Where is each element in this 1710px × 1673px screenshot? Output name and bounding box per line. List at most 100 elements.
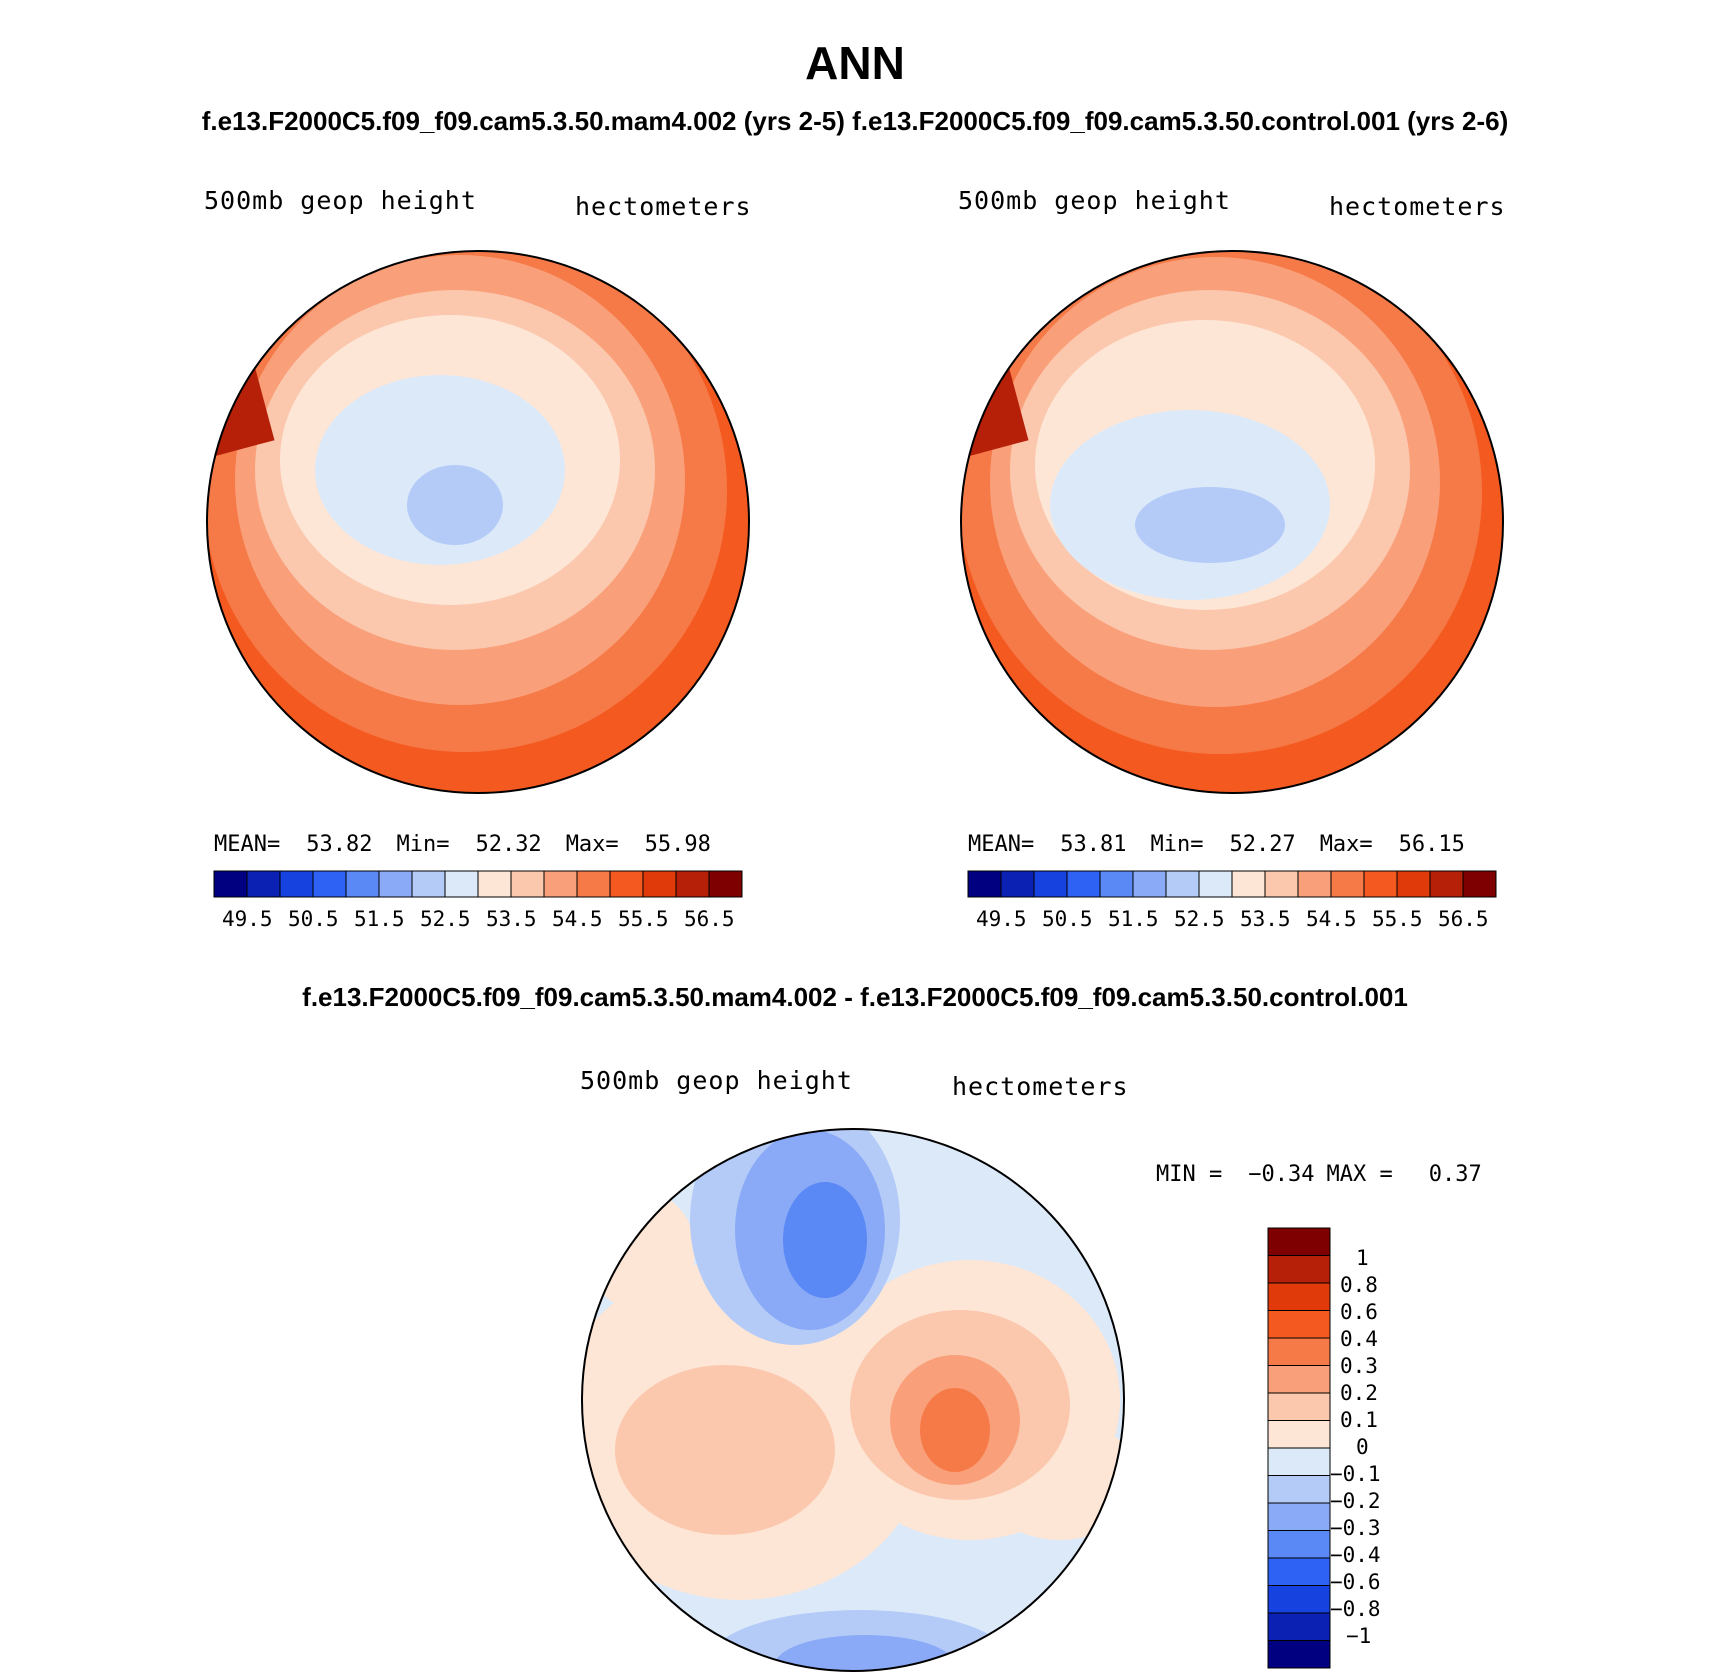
colorbar-swatch [1396, 870, 1431, 898]
panel1-units-label: hectometers [575, 192, 752, 221]
colorbar-swatch [708, 870, 743, 898]
colorbar-swatch [411, 870, 446, 898]
colorbar-swatch [1099, 870, 1134, 898]
colorbar-tick: 0.3 [1340, 1354, 1378, 1378]
colorbar-swatch [279, 870, 314, 898]
colorbar-swatch [1267, 1447, 1331, 1476]
panel2-map [960, 250, 1504, 794]
colorbar-swatch [1267, 1365, 1331, 1394]
colorbar-tick: 1 [1356, 1246, 1369, 1270]
panel1-field-label: 500mb geop height [204, 186, 477, 215]
panel3-min-value: −0.34 [1248, 1162, 1315, 1187]
colorbar-swatch [576, 870, 611, 898]
colorbar-tick: 53.5 [486, 907, 537, 931]
colorbar-tick: 52.5 [1174, 907, 1225, 931]
colorbar-swatch [1165, 870, 1200, 898]
panel3-max-label: MAX = [1326, 1162, 1393, 1187]
colorbar-swatch [1429, 870, 1464, 898]
colorbar-tick: 54.5 [552, 907, 603, 931]
panel3-contour-fill [582, 1129, 1124, 1671]
colorbar-swatch [444, 870, 479, 898]
colorbar-tick: 0.8 [1340, 1273, 1378, 1297]
colorbar-swatch [312, 870, 347, 898]
colorbar-tick: −0.8 [1330, 1597, 1381, 1621]
colorbar-swatch [378, 870, 413, 898]
panel1-contour-fill [207, 251, 749, 793]
colorbar-swatch [1267, 1585, 1331, 1614]
colorbar-swatch [1267, 1475, 1331, 1504]
panel3-min-label: MIN = [1156, 1162, 1223, 1187]
colorbar-swatch [1132, 870, 1167, 898]
colorbar-swatch [1267, 1420, 1331, 1449]
colorbar-swatch [543, 870, 578, 898]
panel3-stats: MIN = −0.34 MAX = 0.37 [1156, 1162, 1482, 1187]
colorbar-swatch [1231, 870, 1266, 898]
colorbar-swatch [1330, 870, 1365, 898]
colorbar-swatch [609, 870, 644, 898]
colorbar-tick: 53.5 [1240, 907, 1291, 931]
colorbar-swatch [675, 870, 710, 898]
colorbar-swatch [1267, 1612, 1331, 1641]
colorbar-tick: 49.5 [222, 907, 273, 931]
top-subtitle-right: f.e13.F2000C5.f09_f09.cam5.3.50.control.… [852, 106, 1509, 136]
colorbar-swatch [642, 870, 677, 898]
panel1-colorbar [213, 870, 743, 898]
colorbar-tick: 0 [1356, 1435, 1369, 1459]
colorbar-swatch [1267, 1640, 1331, 1669]
colorbar-tick: 51.5 [1108, 907, 1159, 931]
colorbar-tick: 55.5 [618, 907, 669, 931]
panel1-stats: MEAN= 53.82 Min= 52.32 Max= 55.98 [214, 832, 711, 857]
colorbar-tick: 50.5 [1042, 907, 1093, 931]
panel3-units-label: hectometers [952, 1072, 1129, 1101]
colorbar-swatch [1033, 870, 1068, 898]
panel3-max-value: 0.37 [1428, 1162, 1482, 1187]
top-subtitle-left: f.e13.F2000C5.f09_f09.cam5.3.50.mam4.002… [201, 106, 845, 136]
top-subtitle: f.e13.F2000C5.f09_f09.cam5.3.50.mam4.002… [0, 106, 1710, 137]
colorbar-swatch [345, 870, 380, 898]
panel2-stats: MEAN= 53.81 Min= 52.27 Max= 56.15 [968, 832, 1465, 857]
colorbar-tick: 50.5 [288, 907, 339, 931]
colorbar-tick: 51.5 [354, 907, 405, 931]
colorbar-tick: 0.6 [1340, 1300, 1378, 1324]
colorbar-swatch [1267, 1557, 1331, 1586]
panel3-map [581, 1128, 1125, 1672]
colorbar-swatch [967, 870, 1002, 898]
colorbar-swatch [477, 870, 512, 898]
panel2-max-value: 56.15 [1398, 832, 1465, 857]
figure-title: ANN [805, 37, 905, 89]
colorbar-swatch [1267, 1310, 1331, 1339]
colorbar-swatch [1267, 1255, 1331, 1284]
panel2-contour-fill [961, 251, 1503, 793]
colorbar-swatch [1000, 870, 1035, 898]
colorbar-swatch [1267, 1337, 1331, 1366]
panel1-min-value: 52.32 [475, 832, 542, 857]
difference-subtitle: f.e13.F2000C5.f09_f09.cam5.3.50.mam4.002… [302, 982, 1408, 1012]
panel2-map-boundary [960, 250, 1504, 794]
colorbar-tick: 52.5 [420, 907, 471, 931]
colorbar-swatch [1267, 1227, 1331, 1256]
colorbar-swatch [1267, 1282, 1331, 1311]
colorbar-tick: 55.5 [1372, 907, 1423, 931]
colorbar-swatch [213, 870, 248, 898]
colorbar-tick: −0.1 [1330, 1462, 1381, 1486]
colorbar-tick: 0.1 [1340, 1408, 1378, 1432]
panel3-field-label: 500mb geop height [580, 1066, 853, 1095]
colorbar-tick: −0.4 [1330, 1543, 1381, 1567]
panel2-mean-label: MEAN= [968, 832, 1035, 857]
colorbar-tick: −0.3 [1330, 1516, 1381, 1540]
colorbar-swatch [1267, 1530, 1331, 1559]
colorbar-tick: 49.5 [976, 907, 1027, 931]
panel2-min-label: Min= [1150, 832, 1204, 857]
colorbar-swatch [1297, 870, 1332, 898]
colorbar-tick: 0.4 [1340, 1327, 1378, 1351]
panel1-max-label: Max= [565, 832, 619, 857]
colorbar-tick: −0.2 [1330, 1489, 1381, 1513]
colorbar-tick: 54.5 [1306, 907, 1357, 931]
panel2-max-label: Max= [1319, 832, 1373, 857]
panel1-map [206, 250, 750, 794]
colorbar-swatch [510, 870, 545, 898]
colorbar-tick: −1 [1346, 1624, 1372, 1648]
colorbar-tick: 56.5 [1438, 907, 1489, 931]
